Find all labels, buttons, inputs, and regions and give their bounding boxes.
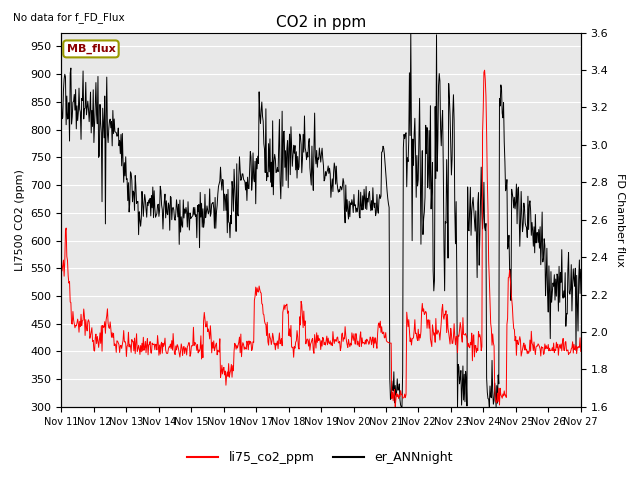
Text: No data for f_FD_Flux: No data for f_FD_Flux [13,12,124,23]
Title: CO2 in ppm: CO2 in ppm [276,15,366,30]
Text: MB_flux: MB_flux [67,44,115,54]
Y-axis label: FD Chamber flux: FD Chamber flux [615,173,625,267]
Y-axis label: LI7500 CO2 (ppm): LI7500 CO2 (ppm) [15,169,25,271]
Legend: li75_co2_ppm, er_ANNnight: li75_co2_ppm, er_ANNnight [182,446,458,469]
